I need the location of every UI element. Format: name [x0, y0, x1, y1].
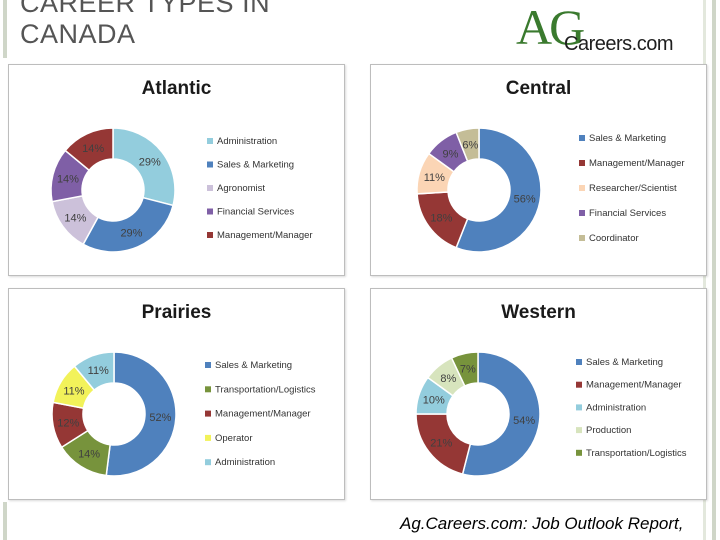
legend-label-2: Agronomist	[217, 183, 265, 194]
chart-panel-central: Central 56% 18% 11% 9% 6% Sales & Marketing Ma…	[370, 64, 707, 276]
legend-swatch-2	[576, 404, 582, 411]
slice-label-1: 14%	[78, 448, 100, 460]
chart-panel-prairies: Prairies 52% 14% 12% 11% 11% Sales & Marketin…	[8, 288, 345, 500]
slice-label-0: 54%	[513, 415, 535, 427]
slice-label-0: 52%	[149, 412, 171, 424]
slice-label-4: 14%	[82, 143, 104, 155]
slice-label-2: 12%	[57, 418, 79, 430]
legend-swatch-1	[207, 161, 213, 168]
legend-label-4: Coordinator	[589, 233, 639, 244]
decor-bar-left-bottom	[3, 502, 7, 540]
legend-swatch-3	[205, 434, 211, 441]
legend-swatch-4	[207, 232, 213, 238]
slice-label-3: 8%	[440, 373, 456, 385]
legend-swatch-3	[579, 210, 585, 216]
legend-label-3: Operator	[215, 433, 253, 444]
slice-label-4: 11%	[88, 365, 109, 377]
slice-label-2: 14%	[64, 212, 86, 224]
legend-label-2: Researcher/Scientist	[589, 183, 677, 194]
legend-swatch-0	[579, 135, 585, 141]
donut-slice-4	[64, 127, 114, 172]
slice-label-4: 6%	[462, 139, 478, 151]
legend-swatch-3	[207, 208, 213, 215]
legend-label-4: Transportation/Logistics	[586, 448, 687, 459]
legend-label-3: Production	[586, 425, 631, 436]
legend-swatch-1	[205, 386, 211, 393]
donut-slice-1	[82, 196, 174, 253]
donut-slice-0	[461, 351, 541, 477]
logo-ag: AG	[516, 0, 585, 55]
legend-label-1: Sales & Marketing	[217, 160, 294, 171]
donut-chart-central: 56% 18% 11% 9%6% Sales & Marketing Management…	[416, 127, 685, 253]
donut-chart-prairies: 52% 14% 12% 11% 11% Sales & Marketing Transpor…	[51, 351, 316, 477]
legend-swatch-2	[207, 185, 213, 191]
donut-slice-4	[455, 127, 480, 163]
donut-chart-atlantic: 29% 29% 14% 14% 14% Administration Sales & Mar…	[50, 127, 313, 253]
slice-label-0: 29%	[139, 156, 161, 168]
slice-label-1: 21%	[430, 438, 452, 450]
donut-slice-4	[73, 351, 115, 392]
slice-label-3: 9%	[443, 148, 459, 160]
slice-label-3: 11%	[63, 385, 84, 397]
legend-label-1: Management/Manager	[586, 380, 682, 391]
legend-label-1: Management/Manager	[589, 158, 685, 169]
legend-swatch-3	[576, 427, 582, 434]
legend-swatch-0	[576, 359, 582, 365]
donut-slice-4	[450, 351, 479, 387]
legend-swatch-4	[579, 235, 585, 241]
donut-slice-0	[112, 127, 176, 207]
legend-label-2: Administration	[586, 402, 646, 413]
legend-swatch-2	[579, 185, 585, 191]
source-citation: Ag.Careers.com: Job Outlook Report,	[400, 514, 684, 533]
donut-slice-0	[105, 351, 177, 477]
decor-bar-left	[3, 0, 7, 58]
legend-label-0: Sales & Marketing	[215, 360, 292, 371]
legend-label-2: Management/Manager	[215, 409, 311, 420]
slice-label-2: 11%	[424, 172, 445, 184]
legend-label-3: Financial Services	[589, 208, 666, 219]
legend-label-4: Administration	[215, 457, 275, 468]
slice-label-1: 29%	[120, 228, 142, 240]
legend-label-0: Administration	[217, 136, 277, 147]
legend-swatch-4	[205, 459, 211, 466]
chart-title: Central	[505, 78, 572, 99]
donut-slice-0	[455, 127, 542, 253]
legend-label-4: Management/Manager	[217, 230, 313, 241]
legend-swatch-1	[579, 160, 585, 166]
legend-swatch-0	[207, 138, 213, 144]
legend-label-0: Sales & Marketing	[589, 133, 666, 144]
agcareers-logo: AG Careers.com	[516, 0, 692, 56]
logo-careers: Careers.com	[564, 33, 673, 55]
chart-panel-atlantic: Atlantic 29% 29% 14% 14% 14% Administration Sa…	[8, 64, 345, 276]
legend-label-3: Financial Services	[217, 207, 294, 218]
slice-label-4: 7%	[460, 364, 476, 376]
slice-label-3: 14%	[57, 173, 79, 185]
chart-title: Western	[501, 302, 576, 323]
slice-label-2: 10%	[423, 395, 445, 407]
slice-label-1: 18%	[430, 212, 452, 224]
donut-chart-western: 54% 21% 10% 8% 7% Sales & Marketing Management…	[415, 351, 687, 477]
legend-swatch-4	[576, 449, 582, 456]
legend-swatch-2	[205, 410, 211, 417]
chart-panel-western: Western 54% 21% 10% 8% 7% Sales & Marketing Ma…	[370, 288, 707, 500]
chart-title: Atlantic	[141, 78, 212, 99]
decor-bar-right	[712, 0, 716, 540]
legend-swatch-1	[576, 381, 582, 388]
legend-swatch-0	[205, 362, 211, 368]
slide-title: CAREER TYPES IN CANADA	[20, 0, 271, 49]
slice-label-0: 56%	[514, 194, 536, 206]
legend-label-1: Transportation/Logistics	[215, 384, 316, 395]
chart-title: Prairies	[141, 302, 212, 323]
legend-label-0: Sales & Marketing	[586, 357, 663, 368]
